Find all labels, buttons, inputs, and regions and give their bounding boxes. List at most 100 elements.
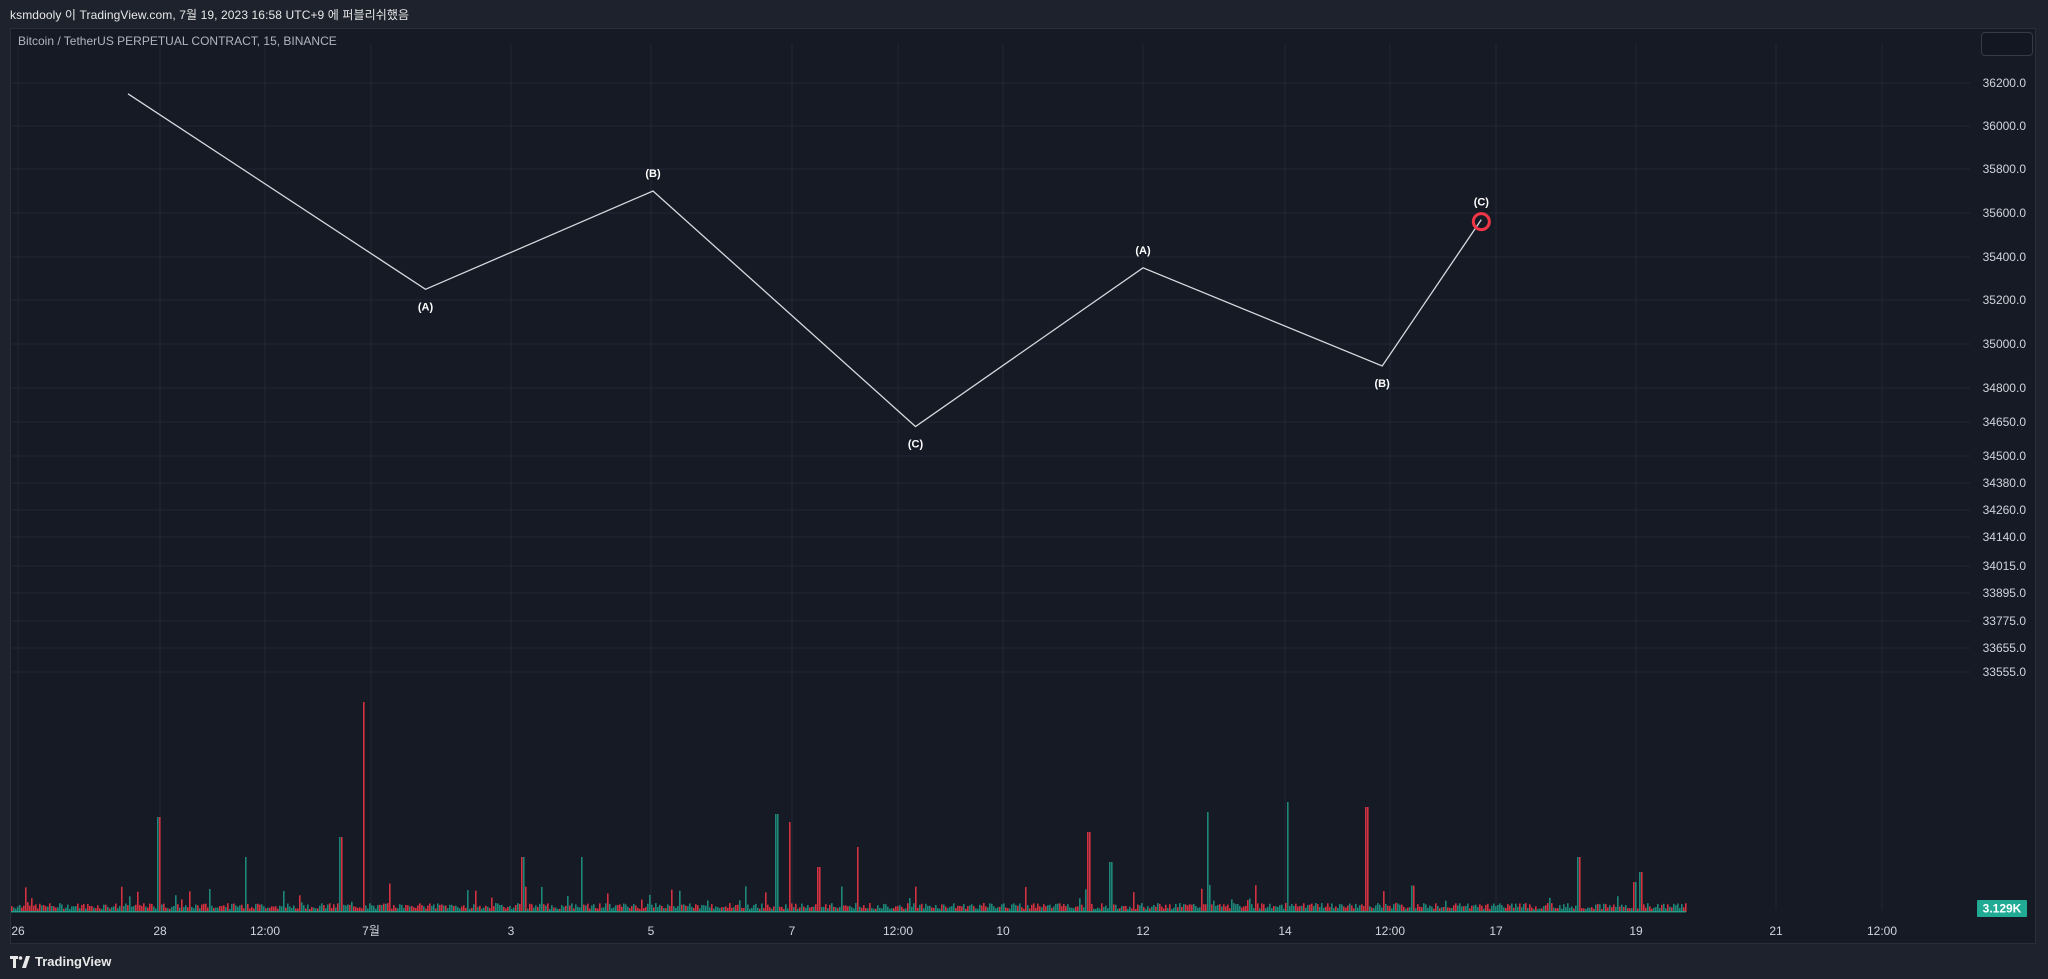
- volume-bar: [211, 905, 213, 912]
- volume-bar: [1613, 904, 1615, 912]
- volume-bar: [1057, 903, 1059, 912]
- volume-bar: [1671, 907, 1673, 912]
- volume-bar: [899, 905, 901, 912]
- volume-bar: [457, 907, 459, 912]
- volume-bar: [617, 905, 619, 912]
- volume-bar: [469, 908, 471, 912]
- volume-bar: [889, 908, 891, 912]
- volume-bar: [337, 903, 339, 912]
- volume-bar: [897, 906, 899, 912]
- volume-bar: [1637, 908, 1639, 912]
- volume-bar: [365, 905, 367, 912]
- volume-bar: [703, 905, 705, 912]
- volume-bar: [999, 906, 1001, 912]
- volume-bar: [1351, 905, 1353, 912]
- volume-bar: [1557, 908, 1559, 912]
- volume-bar: [1255, 885, 1257, 912]
- volume-bar: [597, 908, 599, 912]
- volume-bar: [301, 902, 303, 912]
- volume-bar: [1383, 891, 1385, 912]
- volume-bar: [345, 905, 347, 912]
- volume-bar: [1513, 907, 1515, 912]
- volume-bar: [573, 908, 575, 912]
- volume-bar: [877, 905, 879, 912]
- volume-bar: [1433, 908, 1435, 912]
- volume-bar: [867, 908, 869, 912]
- volume-bar: [1373, 908, 1375, 912]
- volume-bar: [41, 905, 43, 912]
- volume-bar: [53, 906, 55, 912]
- publish-info-text: ksmdooly 이 TradingView.com, 7월 19, 2023 …: [10, 7, 410, 22]
- volume-bar: [149, 903, 151, 912]
- volume-bar: [931, 907, 933, 912]
- volume-bar: [1143, 907, 1145, 912]
- time-axis: 26 28 12:00 7월 3 5 7 12:00 10 12 14 12:00 17 19 21 12:0…: [11, 924, 1897, 938]
- volume-bar: [685, 905, 687, 912]
- volume-bar: [69, 908, 71, 912]
- volume-bar: [1089, 832, 1091, 912]
- volume-bar: [775, 814, 777, 912]
- volume-bar: [1165, 904, 1167, 912]
- volume-bar: [493, 906, 495, 912]
- volume-bar: [1597, 903, 1599, 912]
- volume-bar: [497, 903, 499, 912]
- volume-bar: [1123, 906, 1125, 912]
- volume-bar: [277, 908, 279, 912]
- volume-bar: [839, 906, 841, 912]
- wave-label-1: (A): [418, 301, 434, 313]
- volume-bar: [127, 905, 129, 912]
- volume-bar: [141, 905, 143, 912]
- volume-bar: [785, 904, 787, 912]
- price-tick-label: 33895.0: [1983, 586, 2027, 600]
- volume-bar: [415, 907, 417, 912]
- volume-bar: [955, 908, 957, 912]
- volume-bar: [435, 908, 437, 912]
- volume-bar: [283, 890, 285, 912]
- volume-bar: [37, 908, 39, 912]
- volume-badge: [1977, 900, 2027, 917]
- tradingview-logo[interactable]: TradingView: [0, 954, 111, 969]
- volume-bar: [249, 908, 251, 912]
- volume-bar: [771, 908, 773, 912]
- volume-bar: [109, 908, 111, 912]
- volume-bar: [203, 903, 205, 912]
- volume-bar: [159, 817, 161, 912]
- time-tick-label: 12: [1136, 924, 1150, 938]
- volume-bar: [1193, 904, 1195, 912]
- volume-bar: [1543, 906, 1545, 912]
- volume-bar: [927, 905, 929, 912]
- volume-bar: [1087, 832, 1089, 912]
- volume-bar: [1213, 900, 1215, 912]
- volume-bar: [91, 906, 93, 912]
- publish-info-bar: ksmdooly 이 TradingView.com, 7월 19, 2023 …: [0, 0, 2048, 28]
- volume-bar: [247, 903, 249, 912]
- volume-bar: [1661, 904, 1663, 912]
- volume-bar: [825, 904, 827, 912]
- volume-bar: [777, 814, 779, 912]
- volume-bar: [531, 904, 533, 912]
- volume-bar: [1023, 908, 1025, 912]
- footer-bar: TradingView: [0, 944, 2048, 979]
- volume-bar: [847, 906, 849, 912]
- volume-bar: [515, 905, 517, 912]
- volume-bar: [1561, 908, 1563, 912]
- volume-bar: [1599, 904, 1601, 912]
- volume-bar: [1533, 908, 1535, 912]
- volume-bar: [615, 905, 617, 912]
- price-tick-label: 35200.0: [1983, 293, 2027, 307]
- volume-bar: [1225, 906, 1227, 912]
- volume-bar: [1655, 907, 1657, 912]
- volume-bar: [909, 898, 911, 912]
- chart-frame[interactable]: [10, 28, 2036, 944]
- volume-bar: [969, 905, 971, 912]
- volume-bar: [1385, 903, 1387, 912]
- volume-bar: [333, 904, 335, 912]
- volume-bar: [1299, 906, 1301, 912]
- volume-bar: [225, 907, 227, 912]
- volume-bar: [353, 906, 355, 912]
- volume-bar: [243, 908, 245, 912]
- volume-bar: [1461, 906, 1463, 912]
- price-scale-button[interactable]: [1981, 32, 2033, 56]
- volume-bar: [819, 867, 821, 912]
